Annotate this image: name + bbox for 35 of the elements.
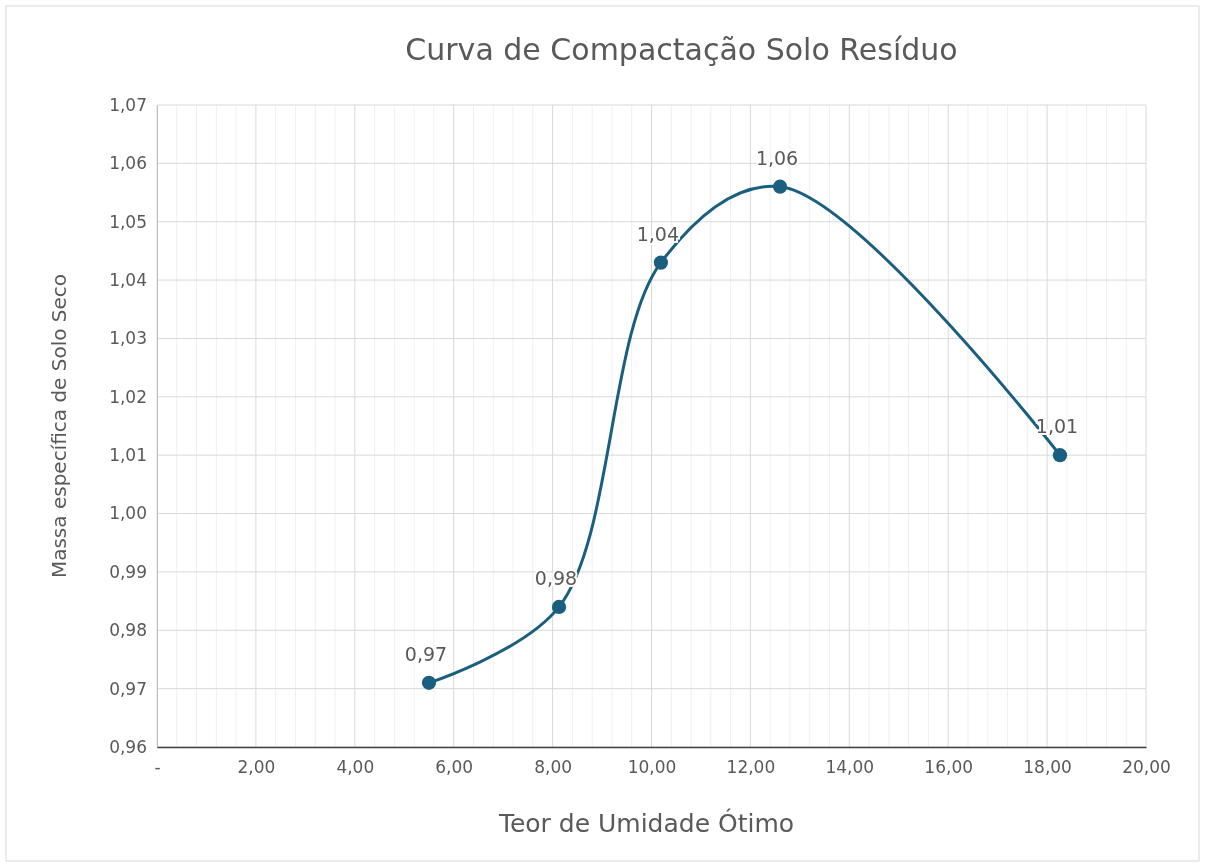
chart-title: Curva de Compactação Solo Resíduo <box>405 32 958 67</box>
y-tick-label: 1,01 <box>109 445 147 466</box>
data-label: 1,01 <box>1035 415 1079 438</box>
x-tick-label: - <box>154 757 161 778</box>
x-tick-label: 8,00 <box>534 757 573 778</box>
data-label: 0,97 <box>404 642 448 665</box>
point <box>653 255 669 270</box>
x-tick-label: 20,00 <box>1122 757 1171 778</box>
data-label: 1,04 <box>636 222 680 245</box>
x-tick-label: 12,00 <box>726 757 776 778</box>
x-tick-label: 4,00 <box>336 757 375 778</box>
point <box>551 599 567 615</box>
y-tick-label: 1,02 <box>109 386 147 407</box>
y-tick-label: 1,04 <box>109 270 147 291</box>
y-tick-label: 1,03 <box>109 328 147 349</box>
y-tick-label: 0,98 <box>109 620 147 641</box>
x-tick-label: 6,00 <box>435 757 474 778</box>
data-label: 1,06 <box>755 146 799 169</box>
y-axis-title: Massa específica de Solo Seco <box>47 273 71 579</box>
y-tick-label: 1,05 <box>109 211 147 232</box>
y-tick-label: 1,07 <box>109 94 147 115</box>
x-tick-label: 2,00 <box>237 757 276 778</box>
x-tick-label: 14,00 <box>825 757 875 778</box>
x-tick-label: 10,00 <box>627 757 677 778</box>
y-tick-label: 0,97 <box>109 678 147 699</box>
x-tick-label: 16,00 <box>924 757 974 778</box>
y-tick-label: 1,00 <box>109 503 147 524</box>
point <box>421 675 437 690</box>
point <box>772 179 788 194</box>
y-tick-label: 1,06 <box>109 153 147 174</box>
x-tick-label: 18,00 <box>1023 757 1072 778</box>
y-tick-label: 0,96 <box>109 736 147 757</box>
y-tick-label: 0,99 <box>109 561 147 582</box>
x-axis-title: Teor de Umidade Ótimo <box>497 808 795 838</box>
point <box>1052 448 1068 463</box>
